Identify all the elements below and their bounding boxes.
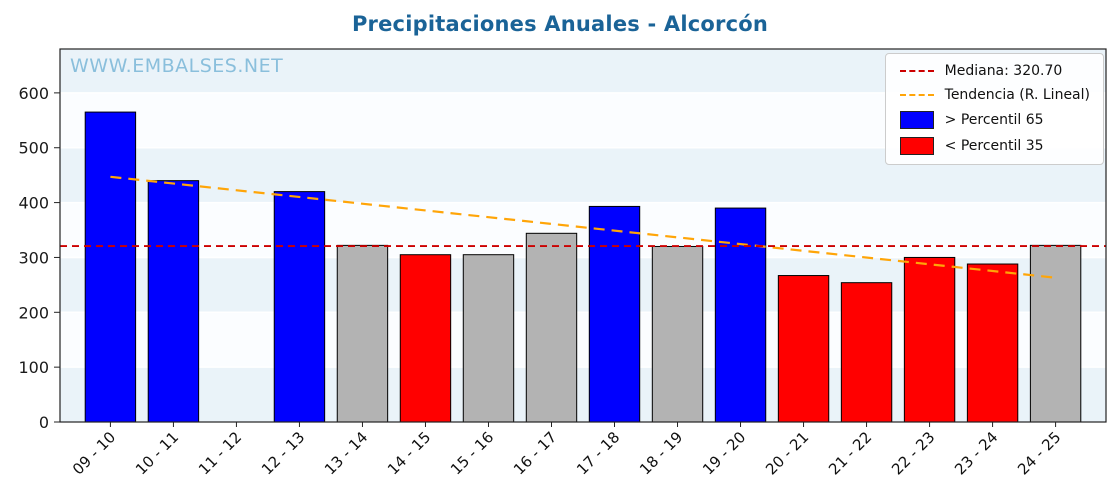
trend-line-swatch xyxy=(899,94,934,96)
bar-09-10 xyxy=(84,111,137,423)
p35-swatch-wrap xyxy=(899,137,935,155)
legend-item-p35: < Percentil 35 xyxy=(899,137,1090,155)
x-tick-label: 24 - 25 xyxy=(1014,428,1064,478)
x-tick-label: 13 - 14 xyxy=(321,428,371,478)
watermark-text: WWW.EMBALSES.NET xyxy=(70,55,284,77)
legend-box: Mediana: 320.70 Tendencia (R. Lineal) > … xyxy=(884,53,1104,165)
y-tick-label: 100 xyxy=(18,358,49,377)
legend-item-median: Mediana: 320.70 xyxy=(899,63,1090,79)
bar-17-18 xyxy=(588,205,641,423)
plot-border xyxy=(59,48,1107,423)
x-tick-label: 23 - 24 xyxy=(951,428,1001,478)
x-tick-label: 21 - 22 xyxy=(825,428,875,478)
bar-22-23 xyxy=(903,256,956,423)
y-tick-label: 300 xyxy=(18,248,49,267)
bar-19-20 xyxy=(714,207,767,423)
x-tick-label: 10 - 11 xyxy=(132,428,182,478)
x-tick-label: 19 - 20 xyxy=(699,428,749,478)
p65-swatch-wrap xyxy=(899,111,935,129)
median-legend-label: Mediana: 320.70 xyxy=(944,63,1063,79)
percentil-65-swatch xyxy=(899,111,934,129)
x-tick-label: 17 - 18 xyxy=(573,428,623,478)
x-tick-label: 15 - 16 xyxy=(447,428,497,478)
precipitation-bar-chart: 0 100 200 300 400 500 600 09 - 10 10 - 11 11 - 12… xyxy=(18,48,1107,478)
y-tick-label: 400 xyxy=(18,194,49,213)
legend-item-trend: Tendencia (R. Lineal) xyxy=(899,87,1090,103)
x-tick-label: 09 - 10 xyxy=(69,428,119,478)
plot-band xyxy=(60,202,1106,258)
x-tick-label: 18 - 19 xyxy=(636,428,686,478)
bar-21-22 xyxy=(840,282,893,423)
bar-14-15 xyxy=(399,254,452,423)
median-swatch-wrap xyxy=(899,70,935,72)
p65-legend-label: > Percentil 65 xyxy=(944,112,1044,128)
p35-legend-label: < Percentil 35 xyxy=(944,138,1044,154)
x-tick-label: 16 - 17 xyxy=(510,428,560,478)
x-tick-label: 11 - 12 xyxy=(195,428,245,478)
bar-24-25 xyxy=(1029,244,1082,423)
bar-16-17 xyxy=(525,232,578,423)
y-tick-label: 600 xyxy=(18,84,49,103)
bar-18-19 xyxy=(651,245,704,423)
trend-swatch-wrap xyxy=(899,94,935,96)
trend-legend-label: Tendencia (R. Lineal) xyxy=(944,87,1090,103)
percentil-35-swatch xyxy=(899,137,934,155)
x-tick-label: 12 - 13 xyxy=(258,428,308,478)
y-tick-label: 0 xyxy=(39,413,49,432)
y-tick-label: 500 xyxy=(18,139,49,158)
bar-23-24 xyxy=(966,263,1019,423)
median-line-swatch xyxy=(899,70,934,72)
x-tick-label: 14 - 15 xyxy=(384,428,434,478)
bar-10-11 xyxy=(147,180,200,423)
bar-12-13 xyxy=(273,191,326,423)
bar-20-21 xyxy=(777,275,830,423)
trend-line xyxy=(110,175,1056,279)
chart-container: 0 100 200 300 400 500 600 09 - 10 10 - 11 11 - 12… xyxy=(0,45,1120,500)
y-tick-label: 200 xyxy=(18,303,49,322)
legend-item-p65: > Percentil 65 xyxy=(899,111,1090,129)
x-tick-label: 20 - 21 xyxy=(762,428,812,478)
x-tick-label: 22 - 23 xyxy=(888,428,938,478)
bar-15-16 xyxy=(462,254,515,423)
chart-title: Precipitaciones Anuales - Alcorcón xyxy=(351,12,769,36)
bar-13-14 xyxy=(336,244,389,423)
